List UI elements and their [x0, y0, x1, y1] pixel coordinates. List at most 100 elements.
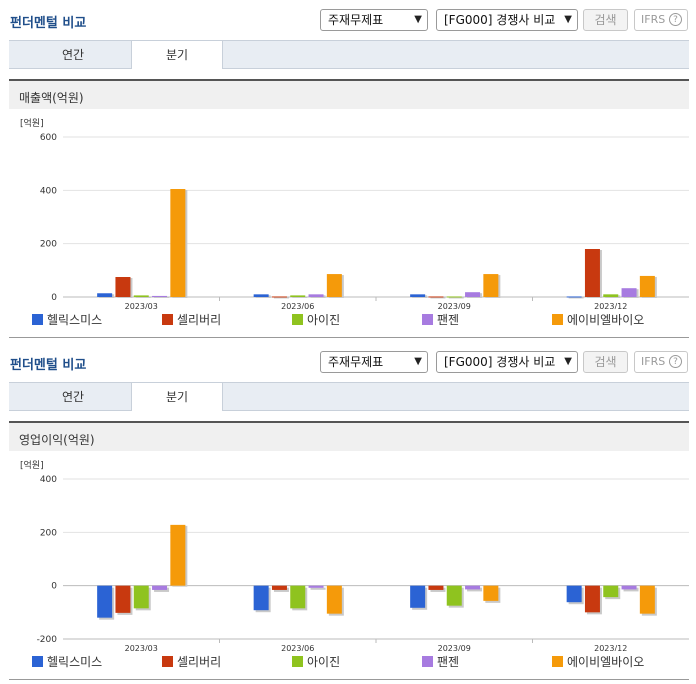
bar — [621, 585, 637, 590]
bar-shadow — [154, 296, 170, 298]
x-tick-label: 2023/09 — [438, 644, 471, 651]
bar-shadow — [310, 587, 326, 590]
legend-item: 아이진 — [292, 311, 340, 329]
divider — [9, 337, 689, 338]
ifrs-button[interactable]: IFRS? — [634, 351, 688, 373]
bar — [97, 293, 113, 297]
legend-label: 아이진 — [307, 655, 341, 669]
revenue-chart-svg: [억원] 0 200 400 600 2023/03 2023/06 2023/09 2023/… — [20, 117, 689, 309]
bar — [115, 585, 131, 613]
period-tabs: 연간 분기 — [9, 382, 689, 411]
statement-select-value: 주재무제표 — [328, 13, 384, 27]
section-title: 펀더멘털 비교 — [10, 358, 87, 373]
unit-label: [억원] — [20, 117, 44, 129]
x-tick-label: 2023/12 — [594, 302, 627, 309]
bar — [170, 524, 186, 586]
bar — [639, 275, 655, 297]
legend-label: 헬릭스미스 — [47, 655, 103, 669]
bar — [603, 294, 619, 297]
bar — [566, 585, 582, 603]
x-tick-label: 2023/03 — [125, 302, 158, 309]
bar — [253, 585, 269, 611]
bar — [639, 585, 655, 614]
statement-select[interactable]: 주재무제표 ▼ — [320, 9, 428, 31]
bar — [170, 189, 186, 297]
legend-swatch — [422, 656, 433, 667]
bar — [621, 288, 637, 297]
chevron-down-icon: ▼ — [414, 356, 422, 367]
bar — [290, 295, 306, 297]
peer-compare-select[interactable]: [FG000] 경쟁사 비교 ▼ — [436, 9, 578, 31]
fundamental-section-2: 펀더멘털 비교 주재무제표 ▼ [FG000] 경쟁사 비교 ▼ 검색 IFRS? … — [0, 342, 696, 684]
chart-legend: 헬릭스미스 셀리버리 아이진 팬젠 에이비엘바이오 — [9, 311, 689, 331]
divider — [9, 679, 689, 680]
bar-shadow — [292, 296, 308, 298]
legend-item: 셀리버리 — [162, 311, 221, 329]
bar — [410, 585, 426, 608]
legend-label: 에이비엘바이오 — [567, 313, 645, 327]
legend-label: 셀리버리 — [177, 313, 222, 327]
x-tick-label: 2023/09 — [438, 302, 471, 309]
legend-swatch — [292, 656, 303, 667]
bar-shadow — [623, 587, 639, 592]
legend-swatch — [552, 314, 563, 325]
y-tick-label: -200 — [37, 635, 58, 645]
legend-label: 팬젠 — [437, 655, 460, 669]
tab-quarterly[interactable]: 분기 — [131, 41, 223, 69]
ifrs-button[interactable]: IFRS? — [634, 9, 688, 31]
statement-select[interactable]: 주재무제표 ▼ — [320, 351, 428, 373]
legend-item: 헬릭스미스 — [32, 653, 102, 671]
y-tick-label: 200 — [40, 240, 57, 250]
search-button[interactable]: 검색 — [583, 9, 628, 31]
bar — [446, 585, 462, 606]
tab-annual[interactable]: 연간 — [61, 48, 85, 62]
revenue-chart: 매출액(억원) [억원] 0 200 400 600 2023/03 2023/06 2023… — [9, 79, 689, 338]
help-icon[interactable]: ? — [669, 13, 682, 26]
bar-shadow — [273, 297, 289, 299]
statement-select-value: 주재무제표 — [328, 355, 384, 369]
chart-header: 매출액(억원) — [9, 79, 689, 109]
bar — [133, 295, 149, 297]
bar — [446, 296, 462, 298]
peer-compare-select-value: [FG000] 경쟁사 비교 — [444, 13, 556, 27]
x-tick-label: 2023/06 — [281, 644, 314, 651]
legend-item: 팬젠 — [422, 311, 459, 329]
y-tick-label: 600 — [40, 133, 57, 143]
section-header: 펀더멘털 비교 주재무제표 ▼ [FG000] 경쟁사 비교 ▼ 검색 IFRS? — [0, 0, 696, 40]
legend-swatch — [32, 656, 43, 667]
operating-profit-chart-svg: [억원] -200 0 200 400 2023/03 2023/06 2023/09 2023… — [20, 459, 689, 651]
bar-shadow — [448, 297, 464, 299]
chart-title: 매출액(억원) — [19, 91, 84, 105]
y-tick-label: 0 — [51, 293, 57, 303]
legend-label: 셀리버리 — [177, 655, 222, 669]
legend-label: 아이진 — [307, 313, 341, 327]
tab-annual[interactable]: 연간 — [61, 390, 85, 404]
peer-compare-select[interactable]: [FG000] 경쟁사 비교 ▼ — [436, 351, 578, 373]
bar-shadow — [467, 587, 483, 592]
x-tick-label: 2023/06 — [281, 302, 314, 309]
legend-swatch — [162, 656, 173, 667]
unit-label: [억원] — [20, 459, 44, 471]
x-tick-label: 2023/03 — [125, 644, 158, 651]
help-icon[interactable]: ? — [669, 355, 682, 368]
bar — [465, 585, 481, 590]
bar — [428, 585, 444, 590]
legend-item: 팬젠 — [422, 653, 459, 671]
tab-quarterly[interactable]: 분기 — [131, 383, 223, 411]
bar — [115, 277, 131, 297]
bar — [290, 585, 306, 609]
search-button[interactable]: 검색 — [583, 351, 628, 373]
bar-shadow — [430, 297, 446, 299]
chevron-down-icon: ▼ — [564, 14, 572, 25]
ifrs-label: IFRS — [641, 355, 666, 368]
bar — [603, 585, 619, 598]
fundamental-section-1: 펀더멘털 비교 주재무제표 ▼ [FG000] 경쟁사 비교 ▼ 검색 IFRS? … — [0, 0, 696, 338]
bar — [308, 585, 324, 588]
legend-swatch — [32, 314, 43, 325]
y-tick-label: 0 — [51, 582, 57, 592]
bar — [428, 296, 444, 298]
legend-label: 에이비엘바이오 — [567, 655, 645, 669]
ifrs-label: IFRS — [641, 13, 666, 26]
section-header: 펀더멘털 비교 주재무제표 ▼ [FG000] 경쟁사 비교 ▼ 검색 IFRS? — [0, 342, 696, 382]
bar — [483, 274, 499, 297]
